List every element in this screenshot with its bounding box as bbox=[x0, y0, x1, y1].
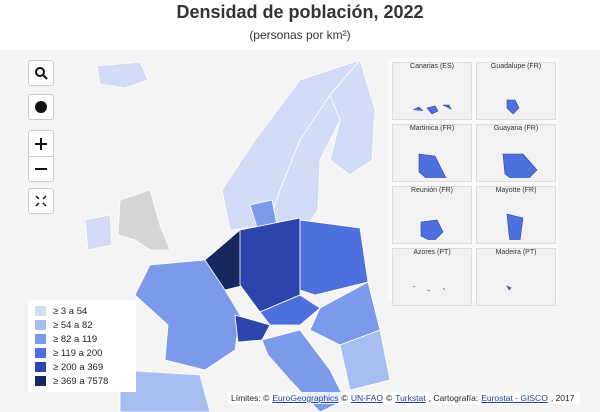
legend-swatch bbox=[34, 319, 47, 331]
inset-shape bbox=[506, 99, 520, 115]
inset: Guayana (FR) bbox=[476, 124, 556, 187]
legend-row: ≥ 119 a 200 bbox=[34, 346, 130, 360]
inset: Madeira (PT) bbox=[476, 248, 556, 306]
inset-shape bbox=[506, 213, 524, 249]
inset: Guadalupe (FR) bbox=[476, 62, 556, 120]
inset-label: Reunión (FR) bbox=[410, 187, 453, 194]
inset: Azores (PT) bbox=[392, 248, 472, 306]
inset-shape bbox=[506, 285, 512, 291]
legend-label: ≥ 119 a 200 bbox=[53, 347, 103, 359]
title: Densidad de población, 2022 bbox=[176, 2, 424, 22]
inset-label: Azores (PT) bbox=[413, 249, 451, 256]
footer-text: © bbox=[385, 393, 393, 403]
footer-text: , 2017 bbox=[550, 393, 575, 403]
globe-button[interactable] bbox=[28, 94, 54, 120]
legend: ≥ 3 a 54 ≥ 54 a 82 ≥ 82 a 119 ≥ 119 a 200 ≥ … bbox=[28, 300, 136, 392]
legend-row: ≥ 200 a 369 bbox=[34, 360, 130, 374]
inset-label: Guayana (FR) bbox=[493, 125, 539, 132]
inset: Martinica (FR) bbox=[392, 124, 472, 185]
legend-row: ≥ 3 a 54 bbox=[34, 304, 130, 318]
legend-label: ≥ 369 a 7578 bbox=[53, 375, 109, 387]
inset-shape bbox=[420, 219, 444, 243]
inset-shape bbox=[412, 104, 452, 115]
footer-link[interactable]: EuroGeographics bbox=[272, 393, 339, 403]
inset-shape bbox=[412, 285, 446, 292]
footer-text: , Cartografía: bbox=[428, 393, 479, 403]
finland bbox=[329, 59, 376, 176]
legend-swatch bbox=[34, 375, 47, 387]
ireland bbox=[84, 214, 113, 251]
zoom-in-button[interactable] bbox=[28, 130, 54, 156]
footer-link[interactable]: UN-FAO bbox=[350, 393, 383, 403]
footer-link[interactable]: Eurostat - GISCO bbox=[481, 393, 548, 403]
legend-row: ≥ 369 a 7578 bbox=[34, 374, 130, 388]
legend-label: ≥ 54 a 82 bbox=[53, 319, 93, 331]
legend-row: ≥ 82 a 119 bbox=[34, 332, 130, 346]
iceland bbox=[96, 61, 149, 89]
footer-text: © bbox=[341, 393, 348, 403]
footer-text: Límites: © bbox=[231, 393, 270, 403]
legend-swatch bbox=[34, 305, 47, 317]
inset: Canarias (ES) bbox=[392, 62, 472, 120]
inset-shape bbox=[418, 153, 448, 185]
legend-label: ≥ 3 a 54 bbox=[53, 305, 88, 317]
legend-label: ≥ 82 a 119 bbox=[53, 333, 98, 345]
balkans bbox=[339, 329, 391, 391]
italy bbox=[261, 329, 346, 412]
uk bbox=[117, 189, 171, 251]
footer-link[interactable]: Turkstat bbox=[395, 393, 426, 403]
reset-button[interactable] bbox=[28, 188, 54, 214]
france bbox=[134, 259, 241, 371]
inset-shape bbox=[502, 153, 538, 187]
inset-label: Canarias (ES) bbox=[410, 63, 454, 70]
legend-label: ≥ 200 a 369 bbox=[53, 361, 104, 373]
legend-swatch bbox=[34, 347, 47, 359]
inset-label: Madeira (PT) bbox=[495, 249, 537, 256]
zoom-out-button[interactable] bbox=[28, 156, 54, 182]
inset: Reunión (FR) bbox=[392, 186, 472, 244]
legend-row: ≥ 54 a 82 bbox=[34, 318, 130, 332]
inset: Mayotte (FR) bbox=[476, 186, 556, 249]
poland bbox=[299, 219, 369, 296]
search-button[interactable] bbox=[28, 60, 54, 86]
inset-label: Mayotte (FR) bbox=[495, 187, 537, 194]
legend-swatch bbox=[34, 333, 47, 345]
subtitle: (personas por km²) bbox=[249, 28, 351, 42]
inset-label: Martinica (FR) bbox=[409, 125, 455, 132]
spain bbox=[119, 369, 211, 412]
czechia-austria bbox=[259, 294, 321, 326]
inset-label: Guadalupe (FR) bbox=[490, 63, 542, 70]
legend-swatch bbox=[34, 361, 47, 373]
footer: Límites: © EuroGeographics © UN-FAO © Turksta… bbox=[228, 392, 581, 404]
